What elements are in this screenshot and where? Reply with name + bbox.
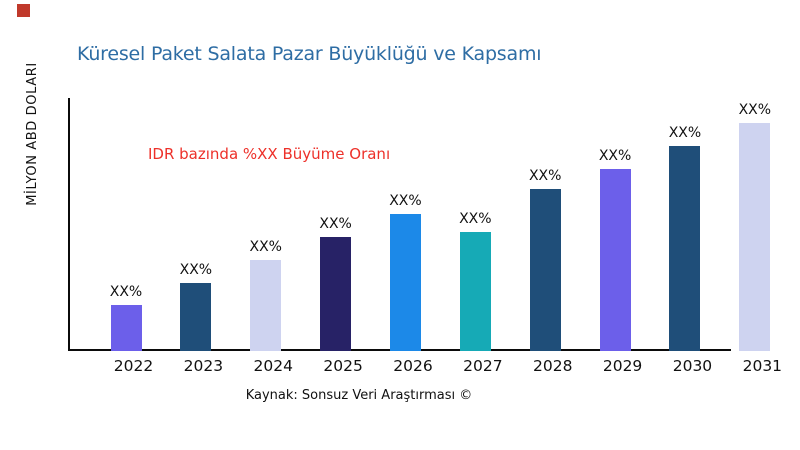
bar-value-label-2022: XX% xyxy=(109,284,143,301)
bar-2029 xyxy=(599,168,631,351)
x-tick-label-2022: 2022 xyxy=(113,357,154,375)
x-tick-label-2031: 2031 xyxy=(742,357,783,375)
x-tick-label-2025: 2025 xyxy=(323,357,363,375)
bar-value-label-2025: XX% xyxy=(319,216,352,232)
bar-value-label-2024: XX% xyxy=(249,238,282,255)
bar-value-label-2026: XX% xyxy=(389,193,422,210)
y-axis-line xyxy=(68,98,70,351)
bar-2023 xyxy=(180,282,212,351)
bar-2022 xyxy=(110,305,142,351)
bar-value-label-2023: XX% xyxy=(179,261,213,278)
x-tick-label-2023: 2023 xyxy=(183,357,224,375)
brand-logo-square xyxy=(17,4,30,17)
x-tick-label-2029: 2029 xyxy=(602,357,643,375)
x-tick-label-2026: 2026 xyxy=(393,357,433,375)
y-axis-label: MİLYON ABD DOLARI xyxy=(25,62,40,206)
x-tick-label-2028: 2028 xyxy=(532,357,573,375)
bar-value-label-2031: XX% xyxy=(738,102,772,118)
bar-2028 xyxy=(529,189,561,351)
growth-rate-annotation: IDR bazında %XX Büyüme Oranı xyxy=(148,145,391,163)
bar-2030 xyxy=(669,145,701,351)
x-tick-label-2030: 2030 xyxy=(672,357,713,375)
bar-value-label-2027: XX% xyxy=(459,211,492,228)
bar-value-label-2028: XX% xyxy=(528,168,562,185)
x-tick-label-2024: 2024 xyxy=(253,357,293,375)
source-attribution: Kaynak: Sonsuz Veri Araştırması © xyxy=(245,388,473,403)
bar-2024 xyxy=(250,259,282,351)
x-tick-label-2027: 2027 xyxy=(463,357,503,375)
bar-2031 xyxy=(739,123,771,351)
chart-title: Küresel Paket Salata Pazar Büyüklüğü ve … xyxy=(77,43,542,65)
bar-2027 xyxy=(459,232,491,351)
bar-2025 xyxy=(320,237,352,351)
bar-value-label-2029: XX% xyxy=(598,147,632,164)
bar-value-label-2030: XX% xyxy=(668,124,702,141)
bar-2026 xyxy=(389,214,421,351)
